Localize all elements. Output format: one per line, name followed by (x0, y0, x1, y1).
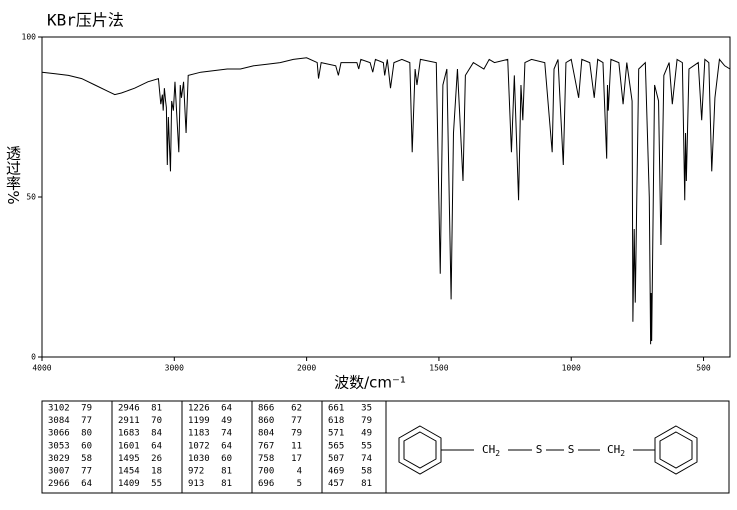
peak-transmittance: 60 (81, 441, 92, 451)
peak-wavenumber: 1495 (118, 454, 140, 464)
structure-atom: S (536, 443, 543, 456)
peak-wavenumber: 758 (258, 454, 274, 464)
peak-wavenumber: 2946 (118, 404, 140, 414)
peak-transmittance: 62 (291, 404, 302, 414)
peak-transmittance: 60 (221, 454, 232, 464)
peak-transmittance: 11 (291, 441, 302, 451)
peak-transmittance: 81 (151, 404, 162, 414)
peak-wavenumber: 804 (258, 429, 274, 439)
y-tick-label: 50 (26, 193, 36, 202)
peak-wavenumber: 1226 (188, 404, 210, 414)
peak-transmittance: 58 (81, 454, 92, 464)
peak-transmittance: 64 (81, 479, 92, 489)
y-tick-label: 100 (22, 33, 37, 42)
peak-transmittance: 77 (81, 416, 92, 426)
peak-transmittance: 77 (291, 416, 302, 426)
peak-transmittance: 79 (361, 416, 372, 426)
structure-label: S (536, 443, 543, 456)
peak-transmittance: 81 (221, 467, 232, 477)
chart-title: KBr压片法 (47, 11, 124, 30)
peak-wavenumber: 2966 (48, 479, 70, 489)
peak-wavenumber: 1454 (118, 467, 140, 477)
plot-frame (41, 36, 731, 358)
structure-atom: CH (607, 443, 620, 456)
peak-transmittance: 74 (361, 454, 372, 464)
peak-wavenumber: 661 (328, 404, 344, 414)
peak-wavenumber: 565 (328, 441, 344, 451)
structure-label: S (568, 443, 575, 456)
structure-subscript: 2 (620, 449, 625, 458)
peak-wavenumber: 618 (328, 416, 344, 426)
peak-wavenumber: 1030 (188, 454, 210, 464)
peak-transmittance: 64 (221, 404, 232, 414)
x-tick-label: 3000 (165, 364, 184, 373)
structure-rings (398, 425, 698, 475)
peak-wavenumber: 457 (328, 479, 344, 489)
peak-transmittance: 26 (151, 454, 162, 464)
y-axis-label-text: 透过率% (4, 145, 22, 204)
peak-transmittance: 35 (361, 404, 372, 414)
structure-subscript: 2 (495, 449, 500, 458)
peak-transmittance: 84 (151, 429, 162, 439)
peak-transmittance: 17 (291, 454, 302, 464)
peak-transmittance: 64 (151, 441, 162, 451)
x-tick-label: 4000 (32, 364, 51, 373)
peak-wavenumber: 1683 (118, 429, 140, 439)
peak-wavenumber: 2911 (118, 416, 140, 426)
peak-transmittance: 49 (221, 416, 232, 426)
peak-wavenumber: 1072 (188, 441, 210, 451)
peak-transmittance: 58 (361, 467, 372, 477)
peak-wavenumber: 972 (188, 467, 204, 477)
y-tick-label: 0 (31, 353, 36, 362)
peak-transmittance: 4 (297, 467, 302, 477)
peak-transmittance: 55 (151, 479, 162, 489)
y-axis-label: 透过率% (4, 145, 22, 204)
x-tick-label: 500 (696, 364, 711, 373)
peak-transmittance: 77 (81, 467, 92, 477)
peak-wavenumber: 866 (258, 404, 274, 414)
peak-wavenumber: 3102 (48, 404, 70, 414)
peak-transmittance: 81 (361, 479, 372, 489)
peak-wavenumber: 700 (258, 467, 274, 477)
x-tick-label: 2000 (297, 364, 316, 373)
peak-transmittance: 74 (221, 429, 232, 439)
peak-wavenumber: 3007 (48, 467, 70, 477)
peak-transmittance: 55 (361, 441, 372, 451)
peak-transmittance: 5 (297, 479, 302, 489)
peak-transmittance: 64 (221, 441, 232, 451)
structure-atom: S (568, 443, 575, 456)
peak-wavenumber: 469 (328, 467, 344, 477)
x-tick-label: 1500 (429, 364, 448, 373)
x-tick-label: 1000 (562, 364, 581, 373)
peak-wavenumber: 1409 (118, 479, 140, 489)
peak-wavenumber: 3053 (48, 441, 70, 451)
structure-label: CH2 (482, 443, 500, 458)
spectrum-line (41, 57, 731, 345)
peak-transmittance: 18 (151, 467, 162, 477)
peak-wavenumber: 860 (258, 416, 274, 426)
peak-wavenumber: 1601 (118, 441, 140, 451)
structure-atom: CH (482, 443, 495, 456)
peak-transmittance: 70 (151, 416, 162, 426)
peak-wavenumber: 571 (328, 429, 344, 439)
peak-wavenumber: 3066 (48, 429, 70, 439)
peak-wavenumber: 1183 (188, 429, 210, 439)
structure-label: CH2 (607, 443, 625, 458)
peak-wavenumber: 3029 (48, 454, 70, 464)
peak-wavenumber: 767 (258, 441, 274, 451)
peak-transmittance: 80 (81, 429, 92, 439)
x-axis-label: 波数/cm⁻¹ (334, 374, 406, 392)
peak-transmittance: 79 (291, 429, 302, 439)
peak-wavenumber: 3084 (48, 416, 70, 426)
peak-wavenumber: 1199 (188, 416, 210, 426)
peak-transmittance: 81 (221, 479, 232, 489)
peak-wavenumber: 507 (328, 454, 344, 464)
peak-wavenumber: 913 (188, 479, 204, 489)
peak-transmittance: 79 (81, 404, 92, 414)
peak-transmittance: 49 (361, 429, 372, 439)
peak-wavenumber: 696 (258, 479, 274, 489)
